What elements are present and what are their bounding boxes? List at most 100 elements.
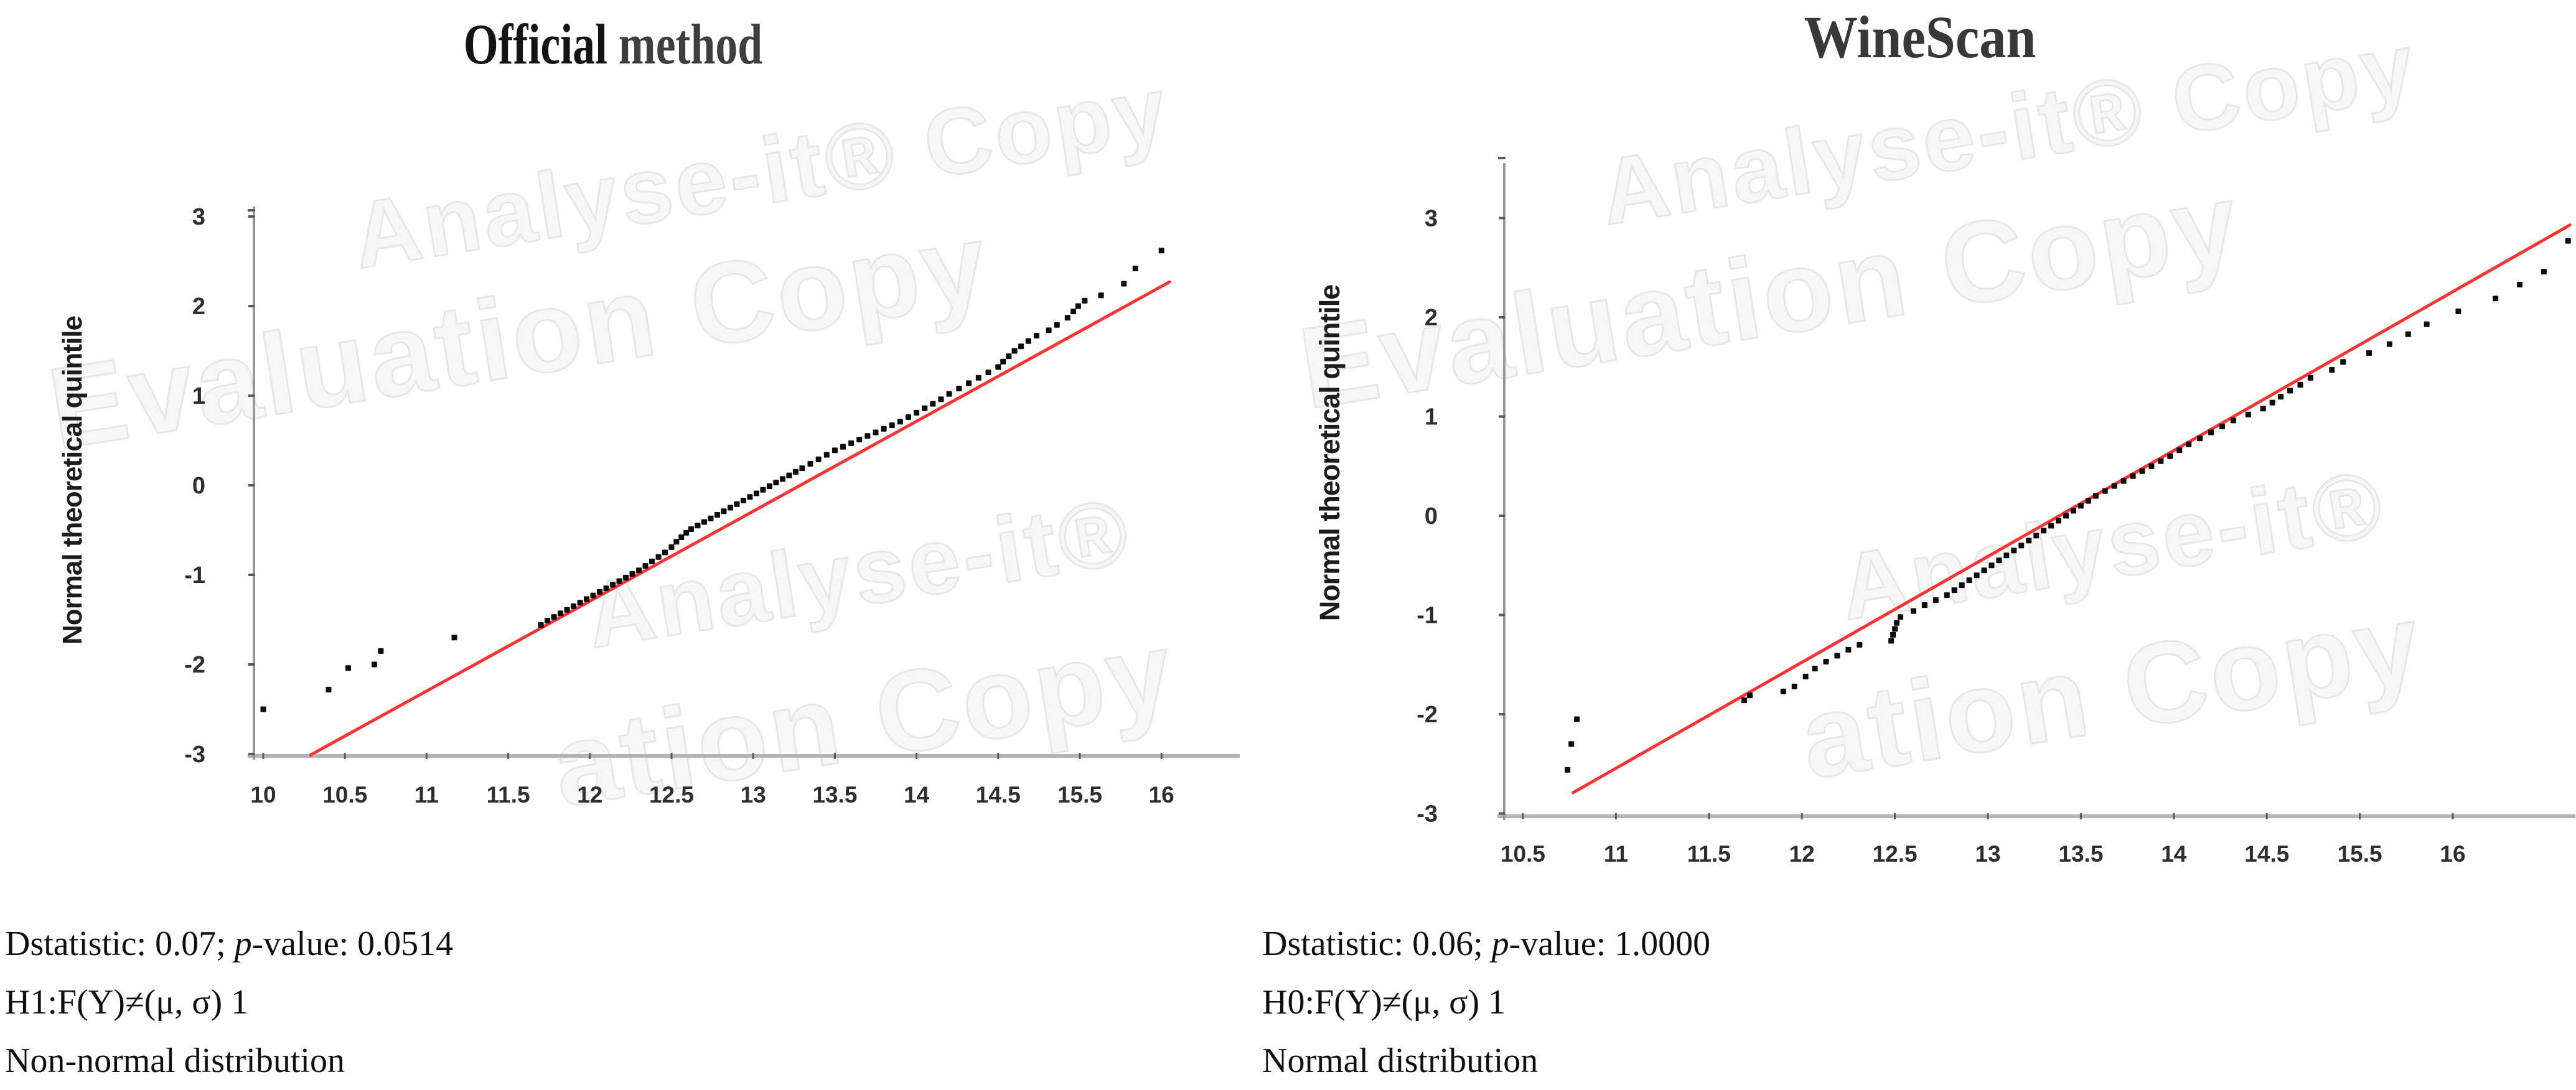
y-tick-label: -2: [1417, 702, 1438, 728]
caption-official: Dstatistic: 0.07; p-value: 0.0514 H1:F(Y…: [5, 915, 453, 1090]
x-axis-line: [1497, 814, 2575, 818]
y-tick: [1499, 415, 1505, 418]
data-point: [2130, 473, 2136, 479]
data-point: [2405, 331, 2411, 337]
data-point: [773, 480, 779, 486]
x-tick-label: 11.5: [487, 782, 530, 808]
y-tick-label: -3: [1417, 801, 1438, 827]
caption-winescan: Dstatistic: 0.06; p-value: 1.0000 H0:F(Y…: [1262, 915, 1710, 1090]
x-tick-label: 14: [904, 782, 930, 808]
x-tick-label: 10.5: [1501, 841, 1545, 867]
data-point: [1046, 327, 1052, 333]
data-point: [2340, 359, 2346, 365]
data-point: [2260, 406, 2266, 412]
data-point: [1944, 592, 1950, 599]
x-tick-label: 16: [2440, 841, 2465, 867]
caption-conclusion: Non-normal distribution: [5, 1041, 345, 1080]
data-point: [1565, 766, 1571, 773]
y-tick: [1499, 515, 1505, 517]
data-point: [2085, 498, 2091, 504]
data-point: [371, 661, 377, 668]
data-point: [930, 401, 936, 407]
data-point: [2278, 394, 2284, 400]
data-point: [985, 370, 991, 376]
data-point: [2063, 513, 2069, 519]
x-tick-label: 13.5: [812, 782, 857, 808]
data-point: [766, 483, 772, 489]
x-tick-label: 12: [577, 782, 602, 808]
caption-stat-suffix: -value: 0.0514: [251, 925, 454, 963]
data-point: [1132, 266, 1138, 272]
chart-title-official: Official method: [464, 11, 762, 77]
data-point: [922, 405, 928, 411]
x-tick-label: 13: [741, 782, 766, 808]
data-point: [590, 592, 596, 599]
data-point: [2287, 388, 2293, 394]
chart-title-winescan: WineScan: [1804, 2, 2036, 72]
data-point: [1834, 653, 1840, 659]
y-tick: [1499, 316, 1505, 319]
data-point: [734, 501, 740, 507]
caption-p: p: [234, 925, 252, 963]
data-point: [558, 610, 564, 617]
y-tick-label: 2: [1425, 305, 1438, 331]
data-point: [1823, 658, 1829, 664]
data-point: [551, 614, 557, 620]
x-tick: [1987, 813, 1989, 819]
data-point: [1888, 638, 1895, 644]
data-point: [1011, 348, 1018, 354]
data-point: [655, 554, 662, 560]
data-point: [2077, 503, 2084, 509]
data-point: [2493, 296, 2499, 302]
data-point: [740, 497, 746, 503]
data-point: [2245, 411, 2251, 417]
data-point: [623, 574, 629, 580]
data-point: [714, 512, 720, 518]
data-point: [881, 426, 887, 432]
data-point: [1791, 683, 1797, 689]
data-point: [864, 433, 871, 439]
y-tick: [248, 663, 255, 666]
data-point: [2011, 547, 2017, 554]
data-point: [2102, 488, 2108, 494]
data-point: [1898, 614, 1904, 620]
data-point: [1000, 358, 1006, 365]
data-point: [1075, 303, 1081, 309]
y-axis-line: [253, 207, 255, 760]
data-point: [538, 622, 544, 628]
data-point: [345, 665, 351, 671]
x-tick-label: 12.5: [649, 782, 694, 808]
y-tick-label: -2: [184, 652, 205, 678]
y-tick-label: 0: [192, 473, 205, 499]
data-point: [708, 515, 714, 521]
data-point: [2120, 478, 2127, 484]
x-tick-label: 14.5: [976, 782, 1021, 808]
data-point: [2517, 281, 2523, 287]
x-tick: [262, 753, 265, 759]
x-tick: [2359, 813, 2361, 819]
data-point: [2176, 447, 2183, 454]
data-point: [673, 539, 680, 545]
y-axis-label: Normal theoretical quintile: [1314, 284, 1346, 622]
data-point: [1006, 353, 1012, 360]
y-tick-label: -1: [1417, 603, 1438, 629]
data-point: [792, 468, 799, 475]
data-point: [1845, 646, 1852, 653]
y-axis-line: [1503, 163, 1506, 820]
data-point: [2307, 375, 2313, 381]
x-axis-line: [248, 754, 1240, 758]
data-point: [848, 440, 855, 446]
data-point: [753, 490, 759, 496]
data-point: [326, 686, 332, 692]
x-tick: [752, 753, 754, 759]
data-point: [831, 447, 838, 454]
data-point: [914, 409, 920, 416]
data-point: [2092, 493, 2099, 499]
caption-hypothesis: H1:F(Y)≠(μ, σ) 1: [5, 983, 249, 1022]
data-point: [2565, 238, 2571, 244]
x-tick: [344, 753, 346, 759]
data-point: [721, 508, 727, 515]
x-tick-label: 11.5: [1687, 841, 1731, 867]
data-point: [2003, 552, 2010, 559]
